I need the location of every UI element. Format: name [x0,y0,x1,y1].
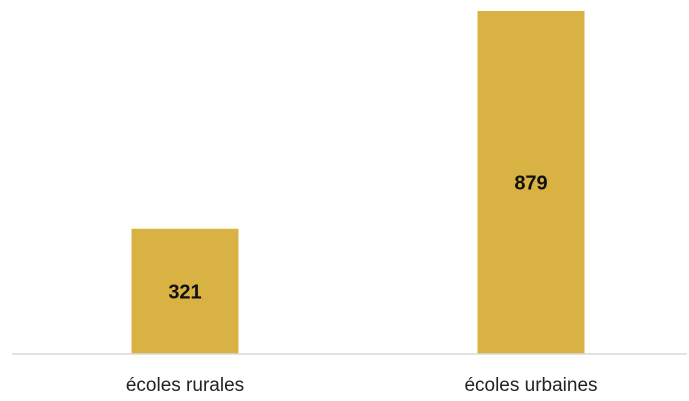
data-label-2: 879 [514,173,547,195]
category-label-2: écoles urbaines [464,375,597,396]
bars-group [131,11,585,354]
data-labels-group: 321 879 [168,173,547,304]
data-label-1: 321 [168,281,201,303]
category-label-1: écoles rurales [126,375,244,396]
bar-2 [477,11,585,354]
category-labels-group: écoles rurales écoles urbaines [126,375,598,396]
bar-1 [131,228,239,354]
